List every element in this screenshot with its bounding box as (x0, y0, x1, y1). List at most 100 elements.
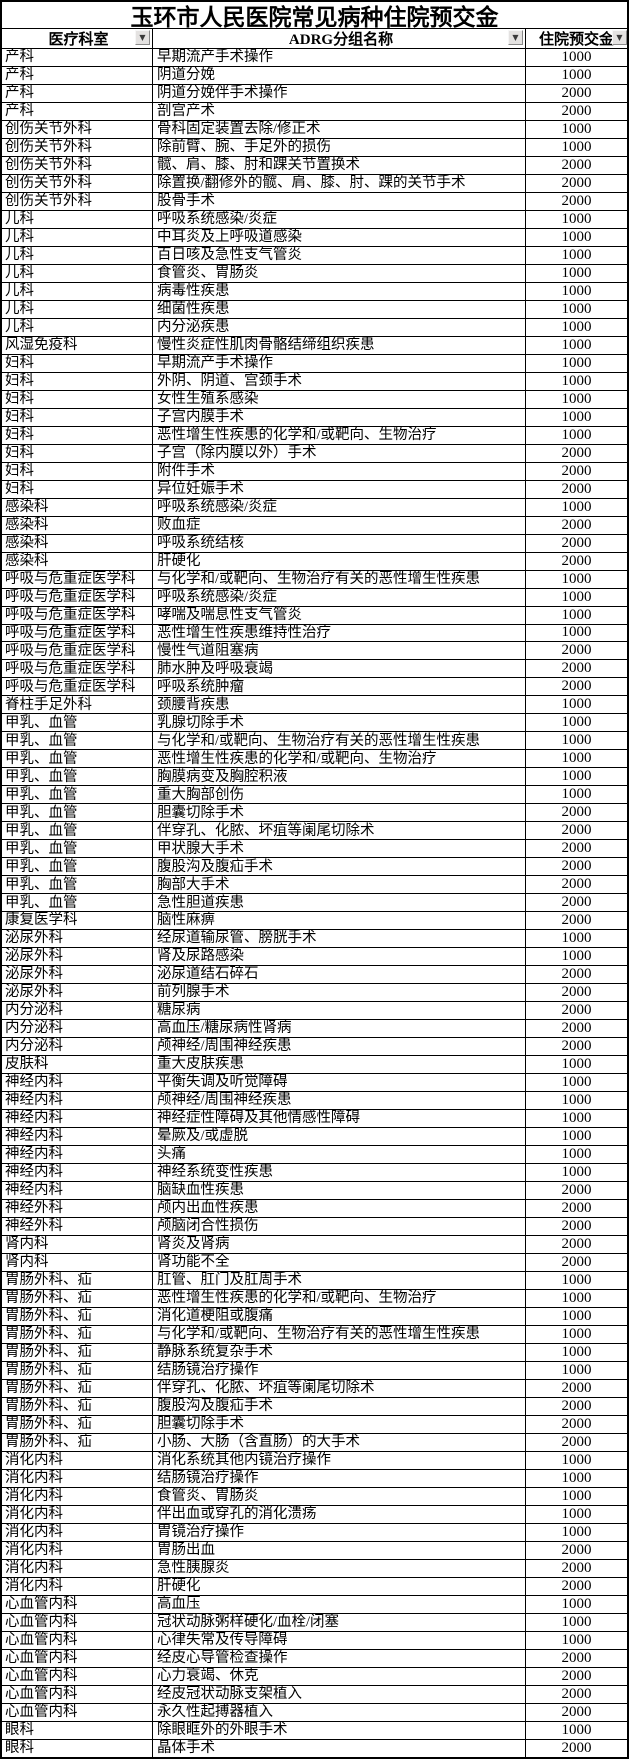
adrg-name-cell[interactable]: 晶体手术 (153, 1739, 526, 1757)
prepayment-amount-cell[interactable]: 2000 (561, 858, 592, 875)
department-cell[interactable]: 甲乳、血管 (2, 822, 153, 840)
prepayment-amount-cell[interactable]: 2000 (561, 1649, 592, 1666)
prepayment-amount-cell[interactable]: 1000 (561, 300, 592, 317)
department-cell[interactable]: 创伤关节外科 (2, 174, 153, 192)
department-cell[interactable]: 泌尿外科 (2, 984, 153, 1002)
adrg-name-cell[interactable]: 胆囊切除手术 (153, 1415, 526, 1433)
department-cell[interactable]: 产科 (2, 49, 153, 66)
prepayment-amount-cell[interactable]: 2000 (561, 1541, 592, 1558)
prepayment-amount-cell[interactable]: 2000 (561, 534, 592, 551)
department-cell[interactable]: 泌尿外科 (2, 930, 153, 948)
prepayment-amount-cell[interactable]: 2000 (561, 840, 592, 857)
department-cell[interactable]: 胃肠外科、疝 (2, 1361, 153, 1379)
adrg-name-cell[interactable]: 阴道分娩 (153, 66, 526, 84)
adrg-name-cell[interactable]: 腹股沟及腹疝手术 (153, 858, 526, 876)
adrg-name-cell[interactable]: 髋、肩、膝、肘和踝关节置换术 (153, 156, 526, 174)
department-cell[interactable]: 呼吸与危重症医学科 (2, 642, 153, 660)
adrg-name-cell[interactable]: 结肠镜治疗操作 (153, 1469, 526, 1487)
department-cell[interactable]: 胃肠外科、疝 (2, 1325, 153, 1343)
department-cell[interactable]: 妇科 (2, 390, 153, 408)
department-cell[interactable]: 胃肠外科、疝 (2, 1433, 153, 1451)
prepayment-amount-cell[interactable]: 1000 (561, 1721, 592, 1738)
prepayment-amount-cell[interactable]: 1000 (561, 930, 592, 947)
adrg-name-cell[interactable]: 女性生殖系感染 (153, 390, 526, 408)
prepayment-amount-cell[interactable]: 1000 (561, 210, 592, 227)
adrg-name-cell[interactable]: 胆囊切除手术 (153, 804, 526, 822)
prepayment-amount-cell[interactable]: 1000 (561, 120, 592, 137)
adrg-name-cell[interactable]: 急性胆道疾患 (153, 894, 526, 912)
department-cell[interactable]: 神经内科 (2, 1164, 153, 1182)
prepayment-amount-cell[interactable]: 1000 (561, 1110, 592, 1127)
department-cell[interactable]: 内分泌科 (2, 1002, 153, 1020)
adrg-name-cell[interactable]: 恶性增生性疾患维持性治疗 (153, 624, 526, 642)
adrg-name-cell[interactable]: 阴道分娩伴手术操作 (153, 84, 526, 102)
prepayment-amount-cell[interactable]: 1000 (561, 1595, 592, 1612)
department-cell[interactable]: 皮肤科 (2, 1056, 153, 1074)
adrg-name-cell[interactable]: 脑性麻痹 (153, 912, 526, 930)
prepayment-amount-cell[interactable]: 1000 (561, 354, 592, 371)
adrg-name-cell[interactable]: 与化学和/或靶向、生物治疗有关的恶性增生性疾患 (153, 1325, 526, 1343)
adrg-name-cell[interactable]: 肝硬化 (153, 552, 526, 570)
adrg-name-cell[interactable]: 高血压 (153, 1595, 526, 1613)
department-cell[interactable]: 感染科 (2, 534, 153, 552)
prepayment-amount-cell[interactable]: 2000 (561, 966, 592, 983)
filter-dropdown-icon[interactable]: ▼ (135, 30, 150, 45)
prepayment-amount-cell[interactable]: 2000 (561, 1217, 592, 1234)
adrg-name-cell[interactable]: 伴出血或穿孔的消化溃疡 (153, 1505, 526, 1523)
adrg-name-cell[interactable]: 子宫内膜手术 (153, 408, 526, 426)
adrg-name-cell[interactable]: 慢性气道阻塞病 (153, 642, 526, 660)
adrg-name-cell[interactable]: 胸膜病变及胸腔积液 (153, 768, 526, 786)
prepayment-amount-cell[interactable]: 2000 (561, 1379, 592, 1396)
adrg-name-cell[interactable]: 颅脑闭合性损伤 (153, 1217, 526, 1235)
adrg-name-cell[interactable]: 伴穿孔、化脓、坏疽等阑尾切除术 (153, 822, 526, 840)
department-cell[interactable]: 呼吸与危重症医学科 (2, 570, 153, 588)
prepayment-amount-cell[interactable]: 2000 (561, 894, 592, 911)
adrg-name-cell[interactable]: 神经系统变性疾患 (153, 1164, 526, 1182)
adrg-name-cell[interactable]: 除前臂、腕、手足外的损伤 (153, 138, 526, 156)
adrg-name-cell[interactable]: 恶性增生性疾患的化学和/或靶向、生物治疗 (153, 1289, 526, 1307)
department-cell[interactable]: 儿科 (2, 318, 153, 336)
department-cell[interactable]: 消化内科 (2, 1577, 153, 1595)
prepayment-amount-cell[interactable]: 2000 (561, 552, 592, 569)
department-cell[interactable]: 儿科 (2, 282, 153, 300)
prepayment-amount-cell[interactable]: 1000 (561, 768, 592, 785)
prepayment-amount-cell[interactable]: 2000 (561, 1038, 592, 1055)
prepayment-amount-cell[interactable]: 2000 (561, 984, 592, 1001)
prepayment-amount-cell[interactable]: 2000 (561, 876, 592, 893)
department-cell[interactable]: 神经内科 (2, 1110, 153, 1128)
department-cell[interactable]: 产科 (2, 84, 153, 102)
adrg-name-cell[interactable]: 消化系统其他内镜治疗操作 (153, 1451, 526, 1469)
adrg-name-cell[interactable]: 腹股沟及腹疝手术 (153, 1397, 526, 1415)
prepayment-amount-cell[interactable]: 1000 (561, 1146, 592, 1163)
department-cell[interactable]: 妇科 (2, 354, 153, 372)
adrg-name-cell[interactable]: 肛管、肛门及肛周手术 (153, 1271, 526, 1289)
department-cell[interactable]: 产科 (2, 66, 153, 84)
department-cell[interactable]: 神经外科 (2, 1217, 153, 1235)
adrg-name-cell[interactable]: 重大皮肤疾患 (153, 1056, 526, 1074)
department-cell[interactable]: 妇科 (2, 426, 153, 444)
adrg-name-cell[interactable]: 子宫（除内膜以外）手术 (153, 444, 526, 462)
prepayment-amount-cell[interactable]: 1000 (561, 408, 592, 425)
prepayment-amount-cell[interactable]: 1000 (561, 318, 592, 335)
department-cell[interactable]: 消化内科 (2, 1505, 153, 1523)
prepayment-amount-cell[interactable]: 1000 (561, 570, 592, 587)
adrg-name-cell[interactable]: 剖宫产术 (153, 102, 526, 120)
prepayment-amount-cell[interactable]: 1000 (561, 1128, 592, 1145)
adrg-name-cell[interactable]: 肾炎及肾病 (153, 1235, 526, 1253)
adrg-name-cell[interactable]: 永久性起搏器植入 (153, 1703, 526, 1721)
department-cell[interactable]: 眼科 (2, 1721, 153, 1739)
adrg-name-cell[interactable]: 前列腺手术 (153, 984, 526, 1002)
department-cell[interactable]: 康复医学科 (2, 912, 153, 930)
prepayment-amount-cell[interactable]: 1000 (561, 624, 592, 641)
department-cell[interactable]: 心血管内科 (2, 1685, 153, 1703)
department-cell[interactable]: 妇科 (2, 372, 153, 390)
department-cell[interactable]: 呼吸与危重症医学科 (2, 660, 153, 678)
adrg-name-cell[interactable]: 百日咳及急性支气管炎 (153, 246, 526, 264)
adrg-name-cell[interactable]: 外阴、阴道、宫颈手术 (153, 372, 526, 390)
prepayment-amount-cell[interactable]: 2000 (561, 804, 592, 821)
prepayment-amount-cell[interactable]: 2000 (561, 1415, 592, 1432)
adrg-name-cell[interactable]: 早期流产手术操作 (153, 354, 526, 372)
prepayment-amount-cell[interactable]: 1000 (561, 1164, 592, 1181)
department-cell[interactable]: 妇科 (2, 408, 153, 426)
adrg-name-cell[interactable]: 心力衰竭、休克 (153, 1667, 526, 1685)
